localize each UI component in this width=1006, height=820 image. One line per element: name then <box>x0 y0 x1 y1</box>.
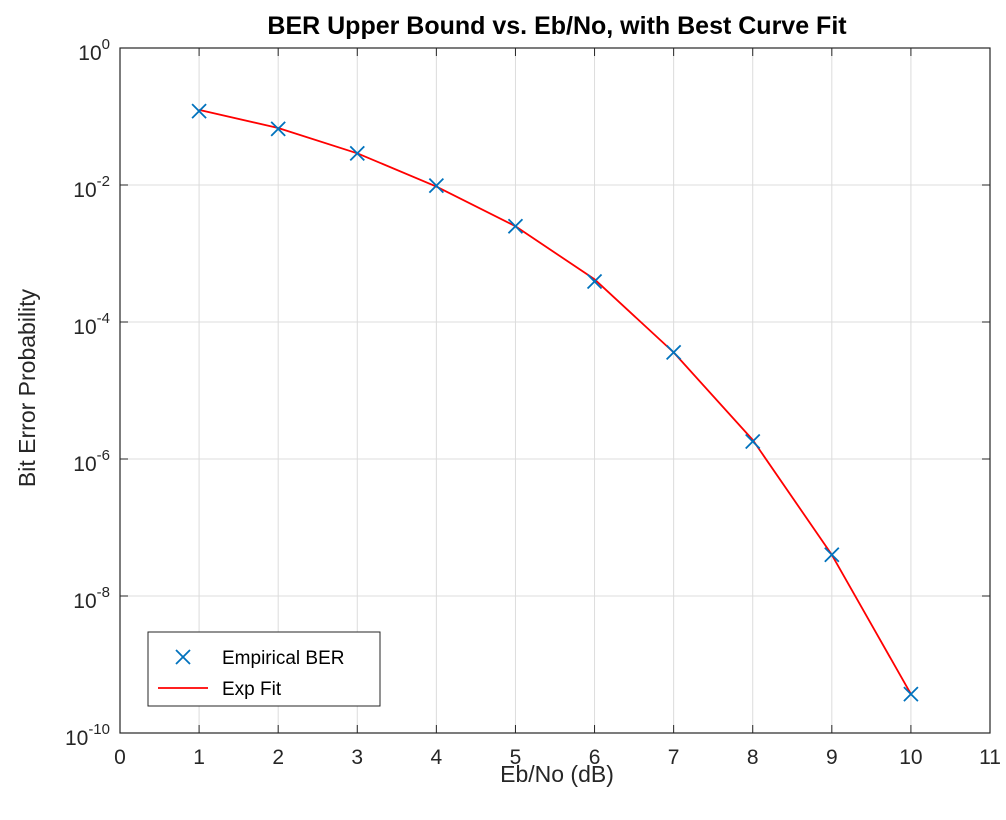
x-tick-label: 11 <box>979 746 1001 769</box>
marker-stroke <box>507 218 524 234</box>
x-axis-label: Eb/No (dB) <box>500 761 614 787</box>
legend: Empirical BER Exp Fit <box>147 631 381 707</box>
legend-label-empirical: Empirical BER <box>222 648 344 669</box>
marker-stroke <box>586 273 603 290</box>
x-tick-label: 7 <box>668 746 680 769</box>
plot-area <box>120 48 990 733</box>
y-tick-label: 10-4 <box>73 310 110 339</box>
empirical-ber-point <box>428 177 445 194</box>
axes-box <box>119 47 991 734</box>
x-tick-label: 9 <box>826 746 838 769</box>
series-layer <box>191 103 919 702</box>
marker-stroke <box>270 121 286 137</box>
empirical-ber-point <box>665 344 682 361</box>
marker-stroke <box>349 145 365 161</box>
empirical-ber-point <box>507 218 524 234</box>
x-tick-label: 1 <box>193 746 205 769</box>
x-tick-label: 10 <box>899 746 922 769</box>
y-tick-label: 10-6 <box>73 447 110 476</box>
y-axis-label: Bit Error Probability <box>14 288 40 487</box>
empirical-ber-point <box>586 273 603 290</box>
empirical-ber-point <box>824 547 840 563</box>
marker-stroke <box>665 344 682 361</box>
marker-stroke <box>428 177 445 194</box>
y-tick-label: 10-2 <box>73 173 110 202</box>
empirical-ber-point <box>903 686 919 702</box>
empirical-ber-point <box>349 145 365 161</box>
y-tick-label: 10-10 <box>65 721 110 750</box>
grid <box>120 48 990 733</box>
y-tick-label: 10-8 <box>73 584 110 613</box>
empirical-ber-point <box>270 121 286 137</box>
x-tick-label: 3 <box>351 746 363 769</box>
exp-fit-line <box>198 108 912 695</box>
x-tick-label: 4 <box>431 746 443 769</box>
marker-stroke <box>903 686 919 702</box>
x-tick-label: 5 <box>510 746 522 769</box>
x-tick-label: 8 <box>747 746 759 769</box>
marker-stroke <box>745 433 761 450</box>
ticks: 0 1 2 3 4 5 6 7 8 9 10 11 100 10-2 10-4 10-6 10-8 10-10 <box>65 36 1001 769</box>
x-tick-label: 2 <box>272 746 284 769</box>
marker-stroke <box>824 547 840 563</box>
empirical-ber-point <box>191 103 207 119</box>
legend-marker-empirical <box>175 649 191 665</box>
x-tick-label: 6 <box>589 746 601 769</box>
chart-title: BER Upper Bound vs. Eb/No, with Best Cur… <box>267 12 847 40</box>
x-tick-label: 0 <box>114 746 126 769</box>
legend-box <box>147 631 381 707</box>
marker-stroke <box>191 103 207 119</box>
y-tick-label: 100 <box>78 36 110 65</box>
legend-label-exp-fit: Exp Fit <box>222 679 282 700</box>
empirical-ber-point <box>745 433 761 450</box>
